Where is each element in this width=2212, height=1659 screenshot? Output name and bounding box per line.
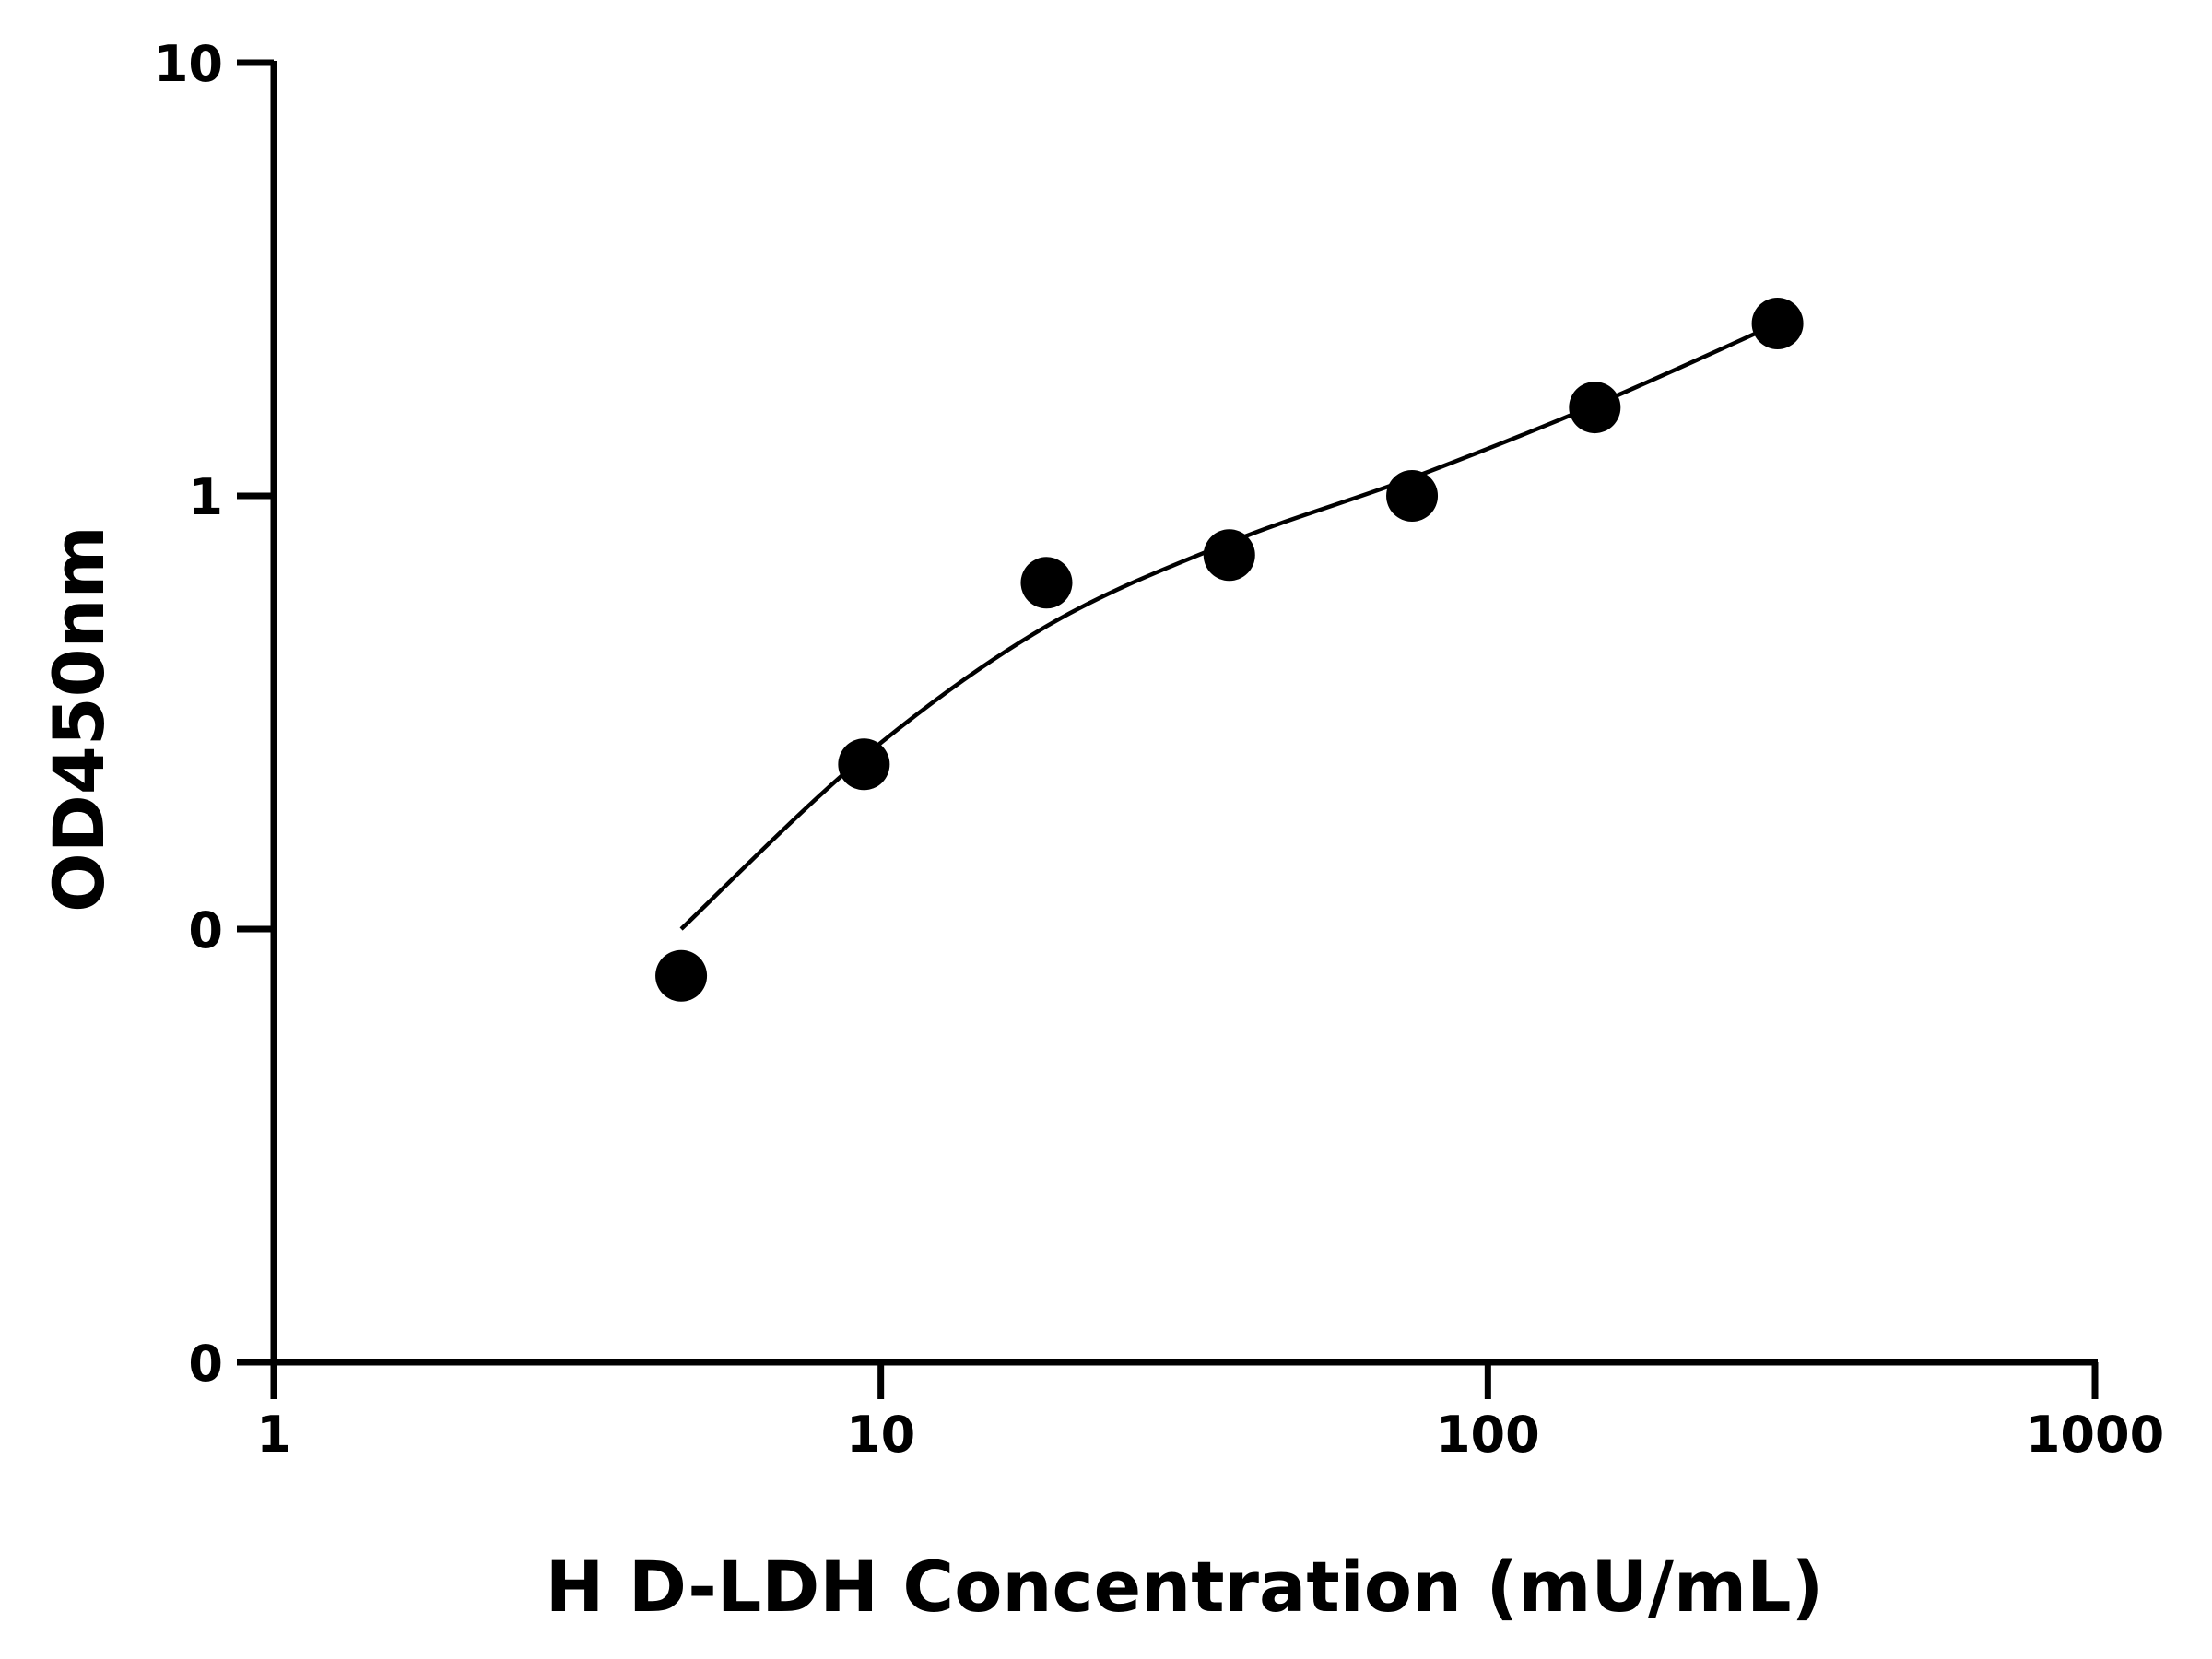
x-axis-title: H D-LDH Concentration (mU/mL) — [546, 1546, 1823, 1628]
x-tick-label: 1000 — [2026, 1406, 2164, 1464]
y-tick-label: 0 — [188, 901, 223, 959]
x-tick-label: 10 — [846, 1406, 915, 1464]
data-point — [1386, 470, 1439, 522]
y-axis-title: OD450nm — [38, 525, 120, 912]
y-tick-label: 10 — [154, 35, 223, 93]
x-tick-label: 100 — [1436, 1406, 1540, 1464]
data-point — [1203, 529, 1255, 582]
y-tick-label: 0 — [188, 1335, 223, 1393]
data-point — [1751, 297, 1804, 349]
data-points — [655, 297, 1804, 1002]
data-point — [1569, 382, 1621, 434]
y-tick-label: 1 — [188, 468, 223, 526]
data-point — [655, 949, 708, 1002]
data-point — [1020, 557, 1073, 609]
axes — [270, 61, 2098, 1366]
data-point — [838, 738, 890, 791]
x-tick-label: 1 — [256, 1406, 291, 1464]
y-axis-ticks: 0 0 1 10 — [154, 35, 274, 1393]
x-axis-ticks: 1 10 100 1000 — [256, 1362, 2164, 1464]
